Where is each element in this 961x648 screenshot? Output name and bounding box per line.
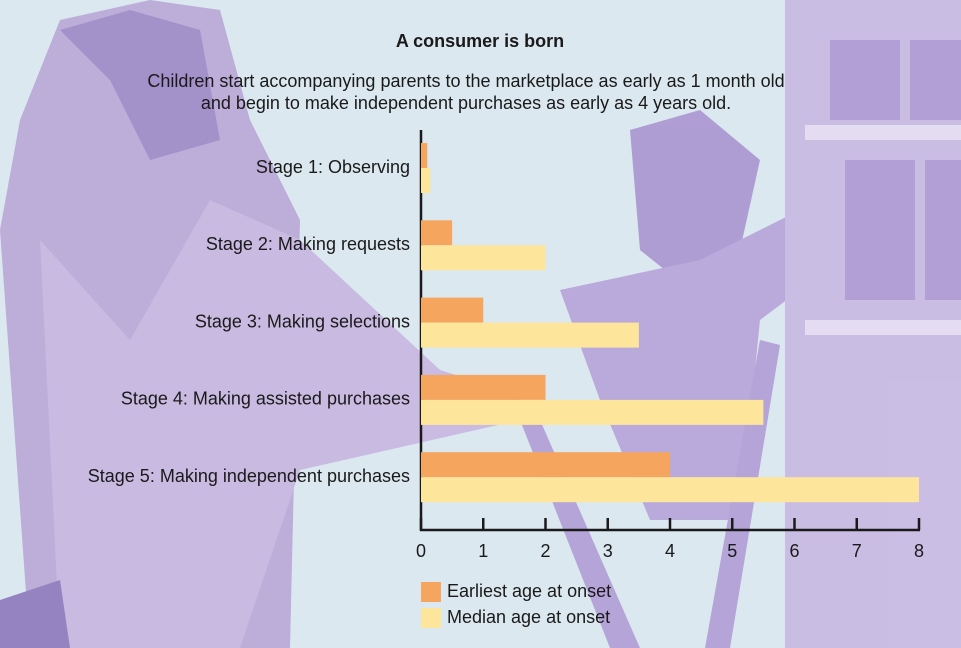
category-label: Stage 2: Making requests: [206, 234, 410, 254]
bar: [421, 399, 764, 425]
x-tick-label: 3: [603, 541, 613, 561]
legend-label: Earliest age at onset: [447, 581, 611, 601]
subtitle-line: Children start accompanying parents to t…: [147, 71, 784, 91]
x-tick-label: 4: [665, 541, 675, 561]
bar: [421, 374, 546, 400]
bar: [421, 477, 919, 503]
legend-swatch: [421, 608, 441, 628]
bar: [421, 168, 431, 193]
x-tick-label: 0: [416, 541, 426, 561]
category-label: Stage 5: Making independent purchases: [88, 466, 410, 486]
bar: [421, 452, 670, 478]
category-label: Stage 3: Making selections: [195, 311, 410, 331]
chart-title: A consumer is born: [396, 31, 564, 51]
category-label: Stage 4: Making assisted purchases: [121, 389, 410, 409]
bar: [421, 322, 639, 348]
bar: [421, 245, 546, 271]
subtitle-line: and begin to make independent purchases …: [201, 93, 731, 113]
x-tick-label: 1: [478, 541, 488, 561]
bar: [421, 297, 484, 323]
bar: [421, 220, 453, 246]
x-tick-label: 5: [727, 541, 737, 561]
category-label: Stage 1: Observing: [256, 157, 410, 177]
x-tick-label: 8: [914, 541, 924, 561]
x-tick-label: 2: [540, 541, 550, 561]
bar: [421, 143, 428, 168]
x-tick-label: 7: [852, 541, 862, 561]
legend-label: Median age at onset: [447, 607, 610, 627]
legend-swatch: [421, 582, 441, 602]
x-tick-label: 6: [789, 541, 799, 561]
